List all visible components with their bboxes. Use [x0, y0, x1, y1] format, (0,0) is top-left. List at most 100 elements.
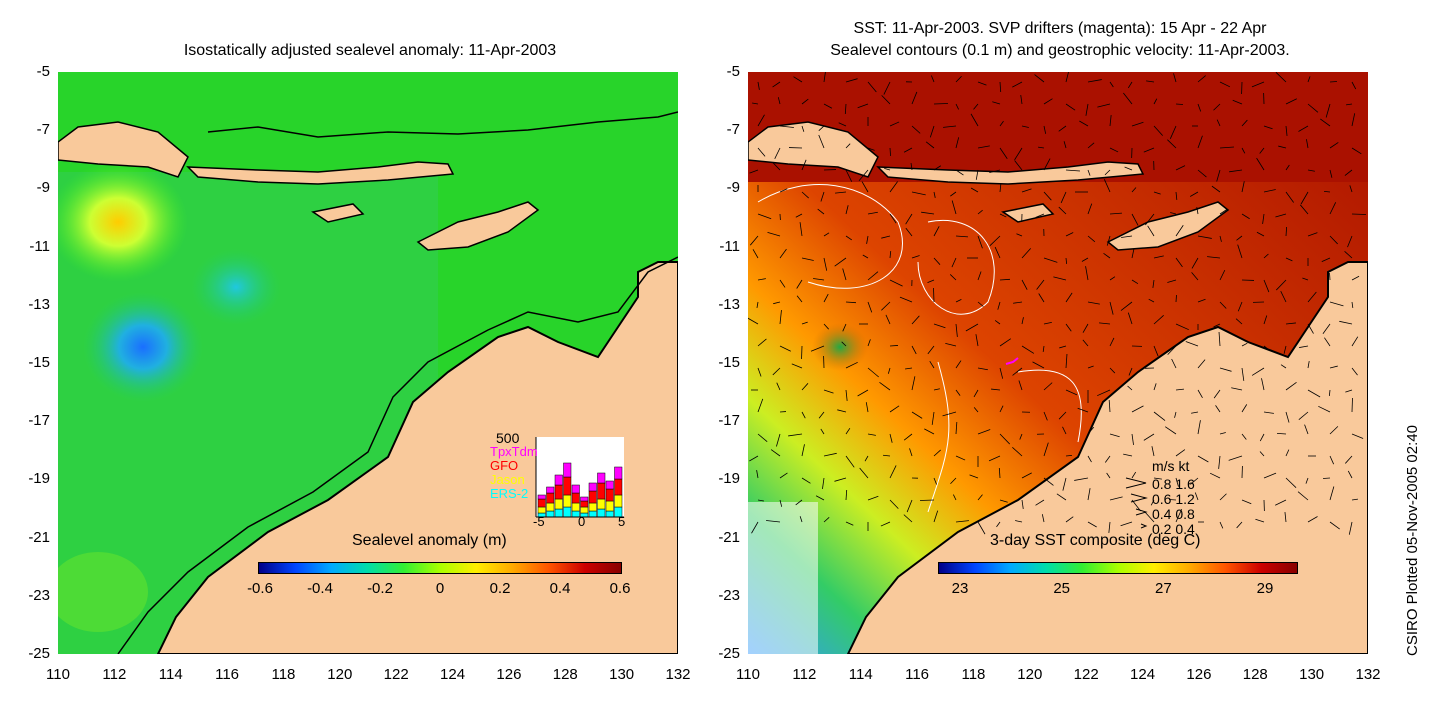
velocity-vector	[889, 121, 900, 127]
velocity-vector	[1131, 433, 1134, 445]
velocity-vector	[1012, 367, 1023, 376]
velocity-vector	[1351, 498, 1358, 501]
velocity-vector	[1131, 471, 1137, 479]
velocity-vector	[1175, 191, 1178, 200]
velocity-vector	[1131, 213, 1139, 226]
velocity-vector	[931, 75, 935, 83]
velocity-vector	[767, 232, 781, 237]
velocity-vector	[1059, 345, 1067, 349]
velocity-vector	[1190, 477, 1199, 485]
velocity-vector	[1131, 405, 1144, 413]
velocity-vector	[884, 167, 891, 171]
velocity-vector	[834, 257, 847, 267]
histogram-bar-segment	[605, 510, 614, 518]
velocity-vector	[845, 489, 848, 501]
velocity-vector	[999, 367, 1004, 379]
velocity-vector	[1065, 257, 1068, 265]
velocity-vector	[933, 226, 940, 237]
velocity-vector	[1349, 185, 1353, 193]
x-tick-label: 130	[609, 666, 635, 683]
right-map-title-line2: Sealevel contours (0.1 m) and geostrophi…	[830, 42, 1290, 59]
velocity-vector	[1145, 512, 1155, 523]
velocity-vector	[1344, 251, 1353, 259]
velocity-vector	[1079, 120, 1089, 127]
velocity-legend-arrows	[1125, 477, 1148, 529]
velocity-vector	[757, 147, 766, 157]
velocity-vector	[1306, 139, 1309, 149]
velocity-vector	[1058, 411, 1067, 420]
velocity-vector	[866, 235, 869, 244]
histogram-bar-segment	[563, 462, 572, 478]
velocity-vector	[1109, 367, 1116, 374]
velocity-vector	[1036, 279, 1045, 290]
velocity-vector	[770, 449, 781, 457]
velocity-vector	[1263, 125, 1273, 130]
velocity-vector	[1197, 169, 1207, 178]
velocity-vector	[911, 345, 917, 355]
x-tick-label: 114	[848, 666, 873, 683]
velocity-vector	[911, 125, 921, 134]
velocity-vector	[1329, 235, 1338, 245]
velocity-vector	[1275, 213, 1287, 218]
velocity-vector	[1351, 113, 1356, 127]
velocity-vector	[820, 191, 825, 202]
velocity-vector	[1015, 520, 1023, 523]
velocity-vector	[749, 169, 759, 174]
velocity-vector	[911, 411, 923, 419]
x-tick-label: 130	[1299, 666, 1325, 683]
velocity-vector	[1065, 103, 1076, 111]
velocity-vector	[1021, 317, 1024, 325]
velocity-vector	[1329, 169, 1333, 178]
velocity-vector	[801, 383, 809, 391]
histogram-bar-segment	[554, 484, 563, 500]
histogram-bar-segment	[554, 508, 563, 518]
velocity-vector	[779, 472, 788, 479]
y-tick-label: -21	[28, 528, 50, 546]
velocity-vector	[1259, 451, 1265, 457]
velocity-vector	[766, 520, 781, 523]
velocity-vector	[1109, 301, 1114, 315]
velocity-vector	[1099, 322, 1111, 325]
y-tick-label: -9	[726, 179, 740, 197]
velocity-vector	[1175, 323, 1189, 331]
velocity-vector	[889, 499, 899, 509]
x-tick-label: 118	[961, 666, 986, 683]
velocity-vector	[1307, 103, 1319, 113]
velocity-vector	[1251, 81, 1265, 88]
velocity-vector	[955, 520, 969, 523]
velocity-vector	[1298, 411, 1309, 421]
velocity-vector	[1087, 426, 1095, 435]
velocity-vector	[1328, 389, 1331, 397]
velocity-vector	[791, 363, 803, 369]
histogram-bar-segment	[554, 498, 563, 510]
velocity-vector	[842, 268, 847, 281]
velocity-vector	[1307, 169, 1315, 172]
y-tick-label: -25	[28, 645, 50, 662]
velocity-vector	[845, 205, 849, 215]
velocity-vector	[776, 382, 781, 391]
x-tick-label: 128	[1242, 666, 1268, 683]
velocity-vector	[903, 433, 913, 441]
velocity-vector	[999, 433, 1011, 445]
velocity-vector	[1123, 92, 1133, 105]
velocity-vector	[1109, 147, 1119, 153]
velocity-vector	[1065, 354, 1068, 369]
velocity-vector	[955, 323, 958, 337]
velocity-vector	[1228, 455, 1243, 461]
velocity-vector	[1276, 432, 1287, 435]
velocity-vector	[1065, 389, 1078, 396]
y-tick-label: -17	[718, 412, 740, 430]
velocity-vector	[752, 102, 759, 105]
velocity-vector	[977, 209, 983, 215]
velocity-vector	[889, 345, 899, 347]
x-tick-label: 124	[1130, 666, 1156, 683]
velocity-vector	[1219, 81, 1231, 88]
x-tick-label: 120	[327, 666, 353, 683]
velocity-vector	[1194, 492, 1199, 501]
velocity-vector	[757, 367, 762, 377]
velocity-vector	[1241, 181, 1245, 193]
velocity-vector	[1197, 298, 1206, 303]
velocity-vector	[1042, 345, 1045, 352]
velocity-vector	[779, 499, 783, 507]
velocity-vector	[1285, 125, 1288, 136]
